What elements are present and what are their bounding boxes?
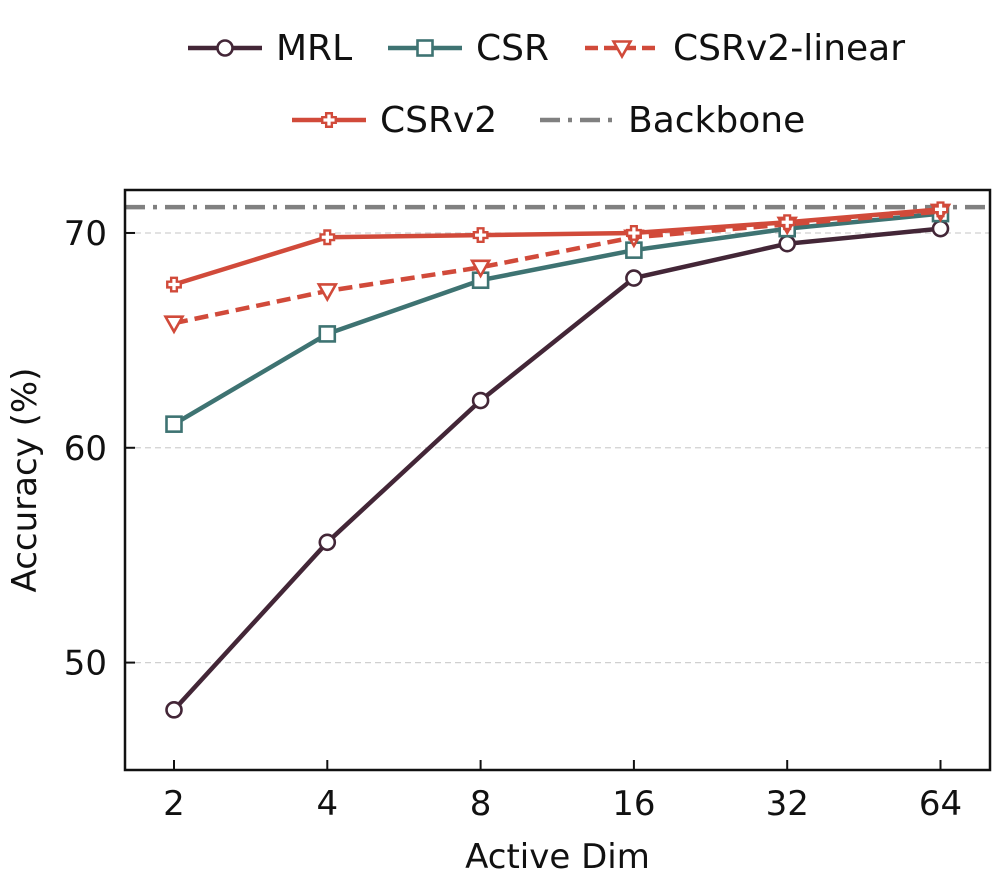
legend-marker-csrv2-linear [611,40,633,60]
data-point-mrl-16 [625,269,643,287]
y-axis: 50 60 70 [64,214,135,684]
legend-label-mrl: MRL [276,28,352,69]
series-line-csrv2 [173,207,941,287]
data-point-mrl-2 [165,701,183,719]
data-point-mrl-64 [931,219,950,238]
grid [125,232,990,664]
series-group [163,201,952,719]
series-mrl [165,219,950,719]
legend-label-csr: CSR [476,28,549,69]
legend-label-csrv2-linear: CSRv2-linear [673,28,905,69]
data-point-mrl-8 [471,391,490,410]
legend-item-csr: CSR [388,28,549,69]
legend-label-csrv2: CSRv2 [380,100,497,141]
data-point-csrv2-4 [319,229,336,246]
x-tick-label-8: 8 [470,784,492,824]
legend-marker-csr [416,39,434,57]
y-tick-label-70: 70 [64,214,107,254]
legend-item-mrl: MRL [188,28,352,69]
data-point-csrv2-linear-4 [316,283,339,303]
legend-marker-mrl [216,39,234,57]
series-line-csr [172,211,941,427]
data-point-csrv2-linear-2 [163,315,185,335]
legend-item-backbone: Backbone [540,100,805,141]
series-csrv2 [166,201,949,293]
x-axis: 2 4 8 16 32 64 [163,760,962,824]
legend-label-backbone: Backbone [628,100,805,141]
x-tick-label-4: 4 [316,784,338,824]
data-point-csrv2-32 [779,214,796,231]
data-point-csrv2-linear-8 [469,259,492,279]
data-point-csrv2-2 [166,276,182,293]
x-tick-label-2: 2 [163,784,185,824]
legend: MRL CSR CSRv2-linear CSRv2 Backbone [188,28,905,141]
data-point-csrv2-16 [625,225,642,241]
data-point-mrl-4 [318,533,337,552]
legend-marker-csrv2 [321,112,337,128]
y-axis-label: Accuracy (%) [5,368,45,593]
x-tick-label-32: 32 [766,784,809,824]
legend-item-csrv2: CSRv2 [292,100,497,141]
legend-item-csrv2-linear: CSRv2-linear [585,28,905,69]
x-tick-label-64: 64 [919,784,962,824]
data-point-csrv2-64 [932,201,949,218]
data-point-csrv2-8 [472,227,489,244]
data-point-csr-2 [165,415,183,433]
y-tick-label-50: 50 [64,644,107,684]
data-point-csr-4 [318,325,337,343]
x-axis-label: Active Dim [465,837,650,877]
plot-frame [123,188,992,772]
x-tick-label-16: 16 [612,784,655,824]
series-line-csrv2-linear [173,209,941,326]
y-tick-label-60: 60 [64,429,107,469]
series-line-mrl [172,226,941,712]
data-point-mrl-32 [778,234,797,253]
